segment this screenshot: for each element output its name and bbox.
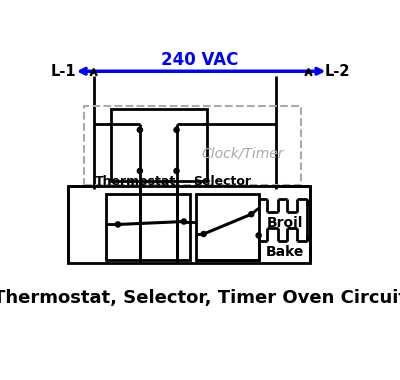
Circle shape <box>174 127 179 133</box>
Text: Broil: Broil <box>267 216 303 230</box>
Circle shape <box>137 168 142 174</box>
Circle shape <box>115 222 120 227</box>
Text: Thermostat, Selector, Timer Oven Circuit: Thermostat, Selector, Timer Oven Circuit <box>0 290 400 307</box>
Bar <box>106 194 190 260</box>
Circle shape <box>256 233 261 238</box>
Bar <box>84 106 301 185</box>
Text: Thermostat: Thermostat <box>95 175 176 188</box>
Circle shape <box>137 127 142 133</box>
Text: 240 VAC: 240 VAC <box>161 51 239 69</box>
Text: Clock/Timer: Clock/Timer <box>201 146 284 160</box>
Text: L-1: L-1 <box>51 64 76 79</box>
Circle shape <box>181 219 186 224</box>
Bar <box>110 109 207 181</box>
Text: Selector: Selector <box>193 175 251 188</box>
Bar <box>68 186 310 263</box>
Text: L-2: L-2 <box>324 64 350 79</box>
Circle shape <box>174 168 179 174</box>
Circle shape <box>249 212 254 217</box>
Bar <box>196 194 259 260</box>
Circle shape <box>201 231 206 236</box>
Text: Bake: Bake <box>266 245 304 259</box>
